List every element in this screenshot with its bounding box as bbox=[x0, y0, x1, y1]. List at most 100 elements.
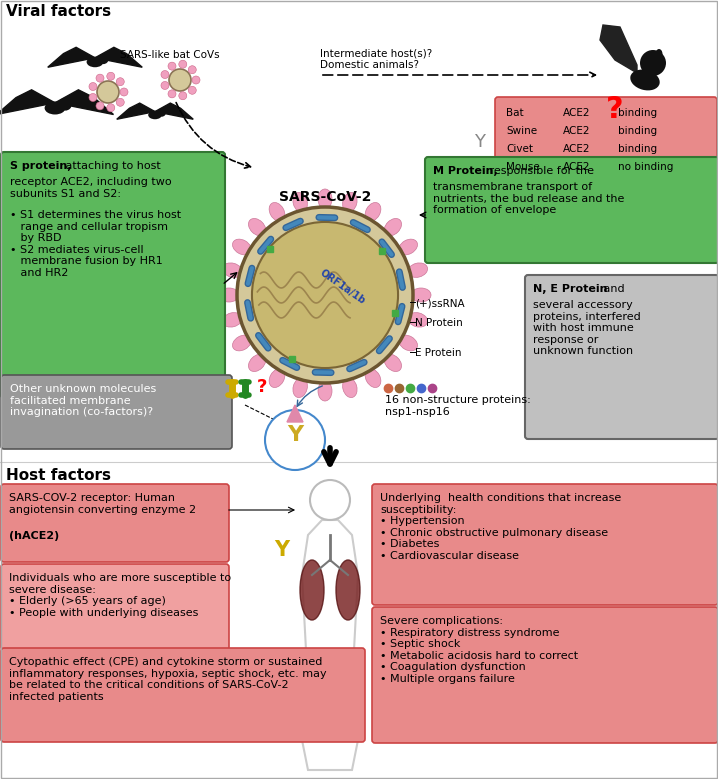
Ellipse shape bbox=[248, 218, 266, 236]
Text: Bat: Bat bbox=[506, 108, 523, 118]
Circle shape bbox=[89, 93, 97, 101]
Text: no binding: no binding bbox=[618, 162, 673, 172]
Text: and: and bbox=[600, 284, 625, 294]
Circle shape bbox=[179, 92, 187, 100]
FancyBboxPatch shape bbox=[372, 484, 718, 605]
Text: SARS-COV-2 receptor: Human
angiotensin converting enzyme 2: SARS-COV-2 receptor: Human angiotensin c… bbox=[9, 493, 196, 515]
Ellipse shape bbox=[219, 288, 239, 302]
Text: binding: binding bbox=[618, 108, 657, 118]
Ellipse shape bbox=[293, 378, 307, 397]
Text: binding: binding bbox=[618, 126, 657, 136]
Ellipse shape bbox=[384, 218, 401, 236]
Polygon shape bbox=[287, 405, 303, 422]
Ellipse shape bbox=[248, 354, 266, 372]
Circle shape bbox=[157, 108, 166, 117]
Ellipse shape bbox=[293, 192, 307, 212]
Ellipse shape bbox=[398, 239, 417, 255]
Circle shape bbox=[98, 54, 108, 64]
Text: several accessory
proteins, interfered
with host immune
response or
unknown func: several accessory proteins, interfered w… bbox=[533, 300, 640, 357]
Ellipse shape bbox=[300, 560, 324, 620]
Text: 16 non-structure proteins:
nsp1-nsp16: 16 non-structure proteins: nsp1-nsp16 bbox=[385, 395, 531, 417]
Text: N Protein: N Protein bbox=[415, 318, 462, 328]
Circle shape bbox=[96, 102, 104, 110]
Text: Mouse: Mouse bbox=[506, 162, 540, 172]
Text: Individuals who are more susceptible to
severe disease:
• Elderly (>65 years of : Individuals who are more susceptible to … bbox=[9, 573, 231, 618]
Ellipse shape bbox=[630, 69, 660, 90]
FancyBboxPatch shape bbox=[425, 157, 718, 263]
Circle shape bbox=[265, 410, 325, 470]
Text: ?: ? bbox=[257, 378, 267, 396]
FancyBboxPatch shape bbox=[1, 375, 232, 449]
Text: attaching to host: attaching to host bbox=[62, 161, 161, 171]
Polygon shape bbox=[155, 103, 193, 119]
Ellipse shape bbox=[365, 368, 381, 387]
Text: ORF1a/1b: ORF1a/1b bbox=[318, 268, 368, 306]
Ellipse shape bbox=[398, 335, 417, 351]
Circle shape bbox=[179, 60, 187, 69]
Ellipse shape bbox=[223, 263, 242, 277]
Polygon shape bbox=[95, 48, 142, 67]
Ellipse shape bbox=[233, 239, 251, 255]
Circle shape bbox=[107, 72, 115, 80]
Polygon shape bbox=[55, 90, 113, 115]
Text: transmembrane transport of
nutrients, the bud release and the
formation of envel: transmembrane transport of nutrients, th… bbox=[433, 182, 625, 215]
Circle shape bbox=[640, 50, 666, 76]
Circle shape bbox=[188, 86, 196, 94]
Text: M Protein,: M Protein, bbox=[433, 166, 498, 176]
Text: Swine: Swine bbox=[506, 126, 537, 136]
Text: ACE2: ACE2 bbox=[563, 126, 590, 136]
Circle shape bbox=[192, 76, 200, 84]
Text: Intermediate host(s)?
Domestic animals?: Intermediate host(s)? Domestic animals? bbox=[320, 48, 432, 69]
Circle shape bbox=[89, 83, 97, 90]
Circle shape bbox=[120, 88, 128, 96]
FancyBboxPatch shape bbox=[1, 648, 365, 742]
Text: • S1 determines the virus host
   range and cellular tropism
   by RBD
• S2 medi: • S1 determines the virus host range and… bbox=[10, 210, 181, 278]
Text: Other unknown molecules
facilitated membrane
invagination (co-factors)?: Other unknown molecules facilitated memb… bbox=[10, 384, 157, 418]
Ellipse shape bbox=[148, 111, 162, 119]
Text: ACE2: ACE2 bbox=[563, 108, 590, 118]
Circle shape bbox=[97, 81, 119, 103]
Text: Viral factors: Viral factors bbox=[6, 4, 111, 19]
FancyBboxPatch shape bbox=[1, 152, 225, 398]
Text: Severe complications:
• Respiratory distress syndrome
• Septic shock
• Metabolic: Severe complications: • Respiratory dist… bbox=[380, 616, 578, 684]
Text: Underlying  health conditions that increase
susceptibility:
• Hypertension
• Chr: Underlying health conditions that increa… bbox=[380, 493, 621, 561]
FancyBboxPatch shape bbox=[495, 97, 717, 185]
Circle shape bbox=[161, 71, 169, 79]
FancyBboxPatch shape bbox=[372, 607, 718, 743]
Ellipse shape bbox=[269, 203, 285, 221]
Circle shape bbox=[168, 62, 176, 70]
Polygon shape bbox=[600, 25, 637, 73]
Text: responsible for the: responsible for the bbox=[486, 166, 594, 176]
Circle shape bbox=[116, 98, 124, 106]
FancyBboxPatch shape bbox=[525, 275, 718, 439]
Text: ?: ? bbox=[606, 95, 624, 124]
Ellipse shape bbox=[384, 354, 401, 372]
Text: receptor ACE2, including two
subunits S1 and S2:: receptor ACE2, including two subunits S1… bbox=[10, 177, 172, 199]
Text: binding: binding bbox=[618, 144, 657, 154]
Text: Y: Y bbox=[274, 540, 289, 560]
Ellipse shape bbox=[656, 49, 663, 59]
Circle shape bbox=[107, 104, 115, 111]
Text: Y: Y bbox=[287, 425, 303, 445]
Circle shape bbox=[252, 222, 398, 368]
Text: ACE2: ACE2 bbox=[563, 162, 590, 172]
Circle shape bbox=[161, 82, 169, 90]
FancyBboxPatch shape bbox=[1, 484, 229, 562]
Ellipse shape bbox=[336, 560, 360, 620]
Ellipse shape bbox=[269, 368, 285, 387]
Polygon shape bbox=[48, 48, 95, 67]
Ellipse shape bbox=[233, 335, 251, 351]
Circle shape bbox=[96, 74, 104, 82]
Ellipse shape bbox=[411, 288, 431, 302]
Ellipse shape bbox=[223, 312, 242, 327]
Ellipse shape bbox=[408, 312, 427, 327]
Text: (hACE2): (hACE2) bbox=[9, 531, 60, 541]
Ellipse shape bbox=[342, 192, 357, 212]
Text: N, E Protein: N, E Protein bbox=[533, 284, 607, 294]
Circle shape bbox=[188, 65, 196, 74]
Text: Y: Y bbox=[475, 133, 485, 151]
Circle shape bbox=[169, 69, 191, 91]
Ellipse shape bbox=[318, 381, 332, 401]
Circle shape bbox=[168, 90, 176, 98]
Ellipse shape bbox=[45, 101, 65, 115]
